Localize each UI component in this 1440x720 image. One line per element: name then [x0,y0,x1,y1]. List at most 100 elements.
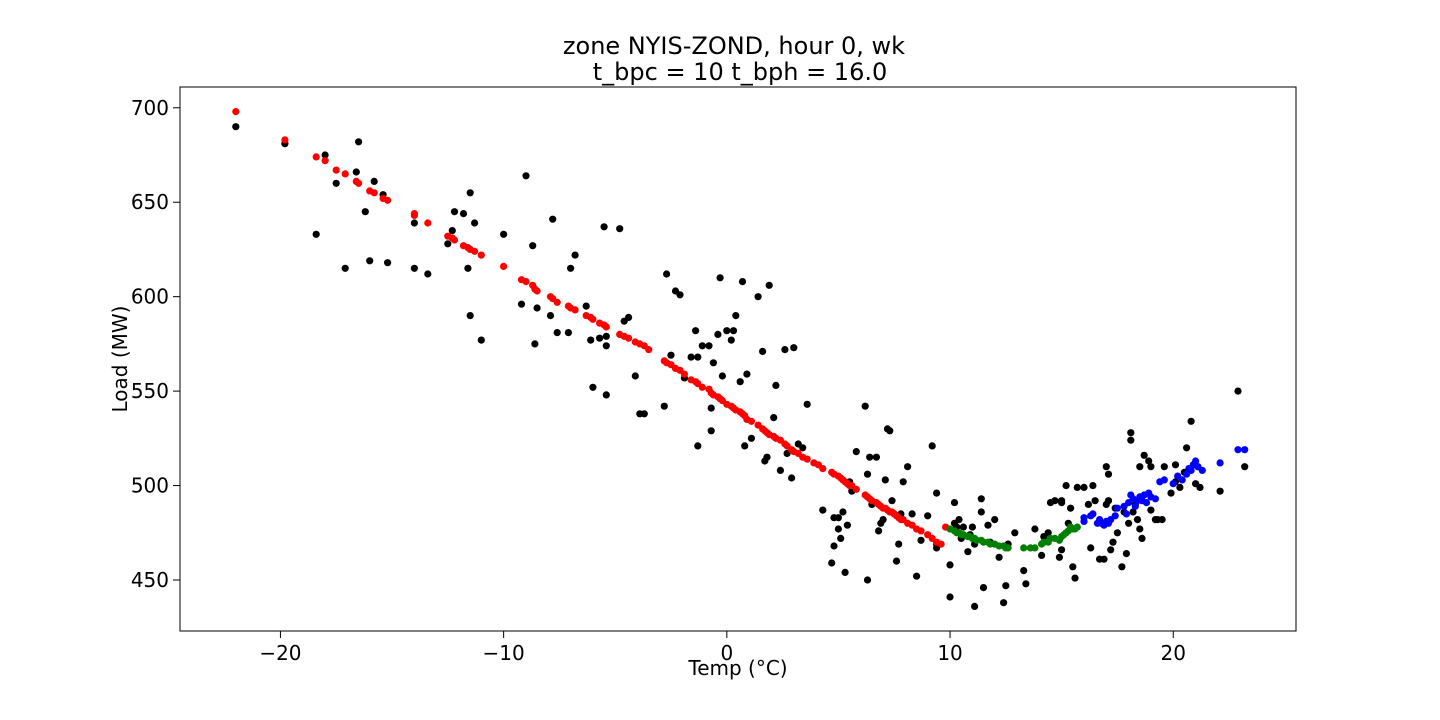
data-point [754,293,762,301]
data-point [1100,555,1108,563]
data-point [1084,500,1092,508]
data-point [1089,482,1097,490]
data-point [500,230,508,238]
data-point [933,489,941,497]
data-point [843,521,852,529]
data-point [694,442,702,450]
data-point [370,177,378,185]
data-point [546,312,555,320]
data-point [1020,544,1028,552]
data-point [852,485,860,493]
data-point [863,470,872,478]
data-point [803,400,811,408]
data-point [1151,495,1159,503]
data-point [723,327,731,335]
data-point [790,344,798,352]
data-point [834,525,843,533]
data-point [863,576,872,584]
data-point [1069,563,1077,571]
data-point [444,240,452,248]
y-tick-label: 450 [131,568,169,592]
data-point [1113,529,1121,537]
data-point [1113,504,1121,512]
data-point [332,179,340,187]
data-point [1167,489,1175,497]
chart-title-line-1: zone NYIS-ZOND, hour 0, wk [563,32,905,60]
data-point [888,497,896,505]
data-point [698,342,706,350]
data-point [732,312,740,320]
data-point [716,274,724,282]
data-point [1118,563,1126,571]
data-point [924,512,932,520]
data-point [1198,466,1206,474]
data-point [698,383,706,391]
data-point [1140,451,1148,459]
data-point [522,278,530,286]
data-point [522,172,530,180]
data-point [1192,457,1200,465]
x-axis-label: Temp (°C) [687,656,787,680]
data-point [1062,482,1070,490]
data-point [979,584,988,592]
data-point [341,170,349,178]
data-point [765,281,773,289]
data-point [553,329,561,337]
data-point [680,370,689,378]
data-point [466,312,474,320]
data-point [913,572,921,580]
data-point [803,455,811,463]
chart-title-line-2: t_bpc = 10 t_bph = 16.0 [593,58,888,86]
data-point [819,465,827,473]
data-point [640,410,648,418]
data-point [828,559,836,567]
data-point [571,251,579,259]
data-points-layer [232,108,1249,611]
x-tick-label: 0 [720,641,733,665]
data-point [1073,483,1081,491]
data-point [1196,483,1204,491]
data-point [631,372,639,380]
x-tick-label: −20 [259,641,301,665]
data-point [531,340,539,348]
data-point [676,291,684,299]
data-point [477,336,485,344]
data-point [355,179,363,187]
data-point [959,523,968,531]
data-point [564,329,573,337]
data-point [352,168,360,176]
data-point [984,521,992,529]
data-point [1187,417,1195,425]
data-point [886,427,894,435]
data-point [687,353,695,361]
data-point [1160,463,1168,471]
data-point [1051,497,1059,505]
data-point [321,157,329,165]
data-point [500,262,508,270]
data-point [1125,519,1133,527]
data-point [553,298,561,306]
data-point [571,306,579,314]
data-point [714,330,722,338]
data-point [904,463,912,471]
y-axis-ticks: 450 500 550 600 650 700 [131,96,180,592]
data-point [1058,546,1066,554]
data-point [589,383,597,391]
data-point [587,336,595,344]
data-point [1055,553,1063,561]
data-point [946,561,954,569]
data-point [477,251,485,259]
data-point [707,404,715,412]
data-point [830,542,838,550]
data-point [1127,429,1135,437]
data-point [718,372,727,380]
data-point [1080,483,1088,491]
data-point [1131,502,1139,510]
data-point [1031,544,1039,552]
data-point [928,442,936,450]
data-point [533,287,541,295]
data-point [529,242,537,250]
data-point [341,264,349,272]
data-point [1147,463,1155,471]
